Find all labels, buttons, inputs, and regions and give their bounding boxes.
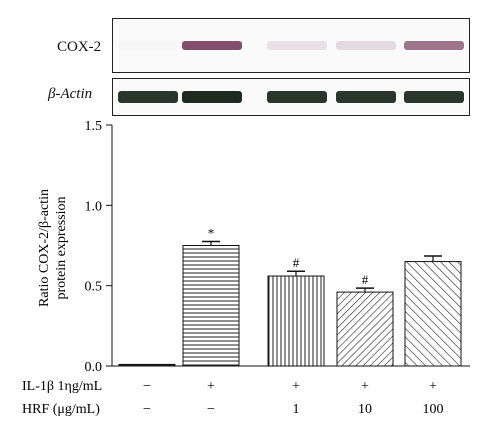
blot-band xyxy=(404,41,464,50)
condition-value: 10 xyxy=(358,402,372,417)
significance-mark: # xyxy=(362,272,369,287)
blot-band xyxy=(336,41,396,50)
condition-value: 100 xyxy=(423,402,444,417)
y-tick-label: 0.0 xyxy=(85,360,103,375)
y-ticks: 0.0 0.5 1.0 1.5 xyxy=(85,119,112,375)
bar xyxy=(336,291,394,367)
condition-value: + xyxy=(429,379,437,394)
bar xyxy=(267,275,325,367)
condition-value: 1 xyxy=(293,402,300,417)
condition-value: − xyxy=(143,379,151,394)
cox2-blot-panel xyxy=(112,18,470,73)
actin-blot-panel xyxy=(112,78,470,116)
blot-band xyxy=(118,91,178,103)
significance-mark: * xyxy=(208,225,215,240)
y-axis-label-line1: Ratio COX-2/β-actin xyxy=(37,189,52,307)
bars-group: * # # xyxy=(118,225,462,367)
bar xyxy=(182,245,240,367)
blot-band xyxy=(336,91,396,103)
significance-mark: # xyxy=(293,255,300,270)
blot-band xyxy=(182,91,242,103)
condition-value: + xyxy=(361,379,369,394)
blot-band xyxy=(182,41,242,50)
condition-value: − xyxy=(207,402,215,417)
blot-band xyxy=(267,41,327,50)
condition-value: + xyxy=(207,379,215,394)
y-axis-label-line2: protein expression xyxy=(54,196,69,299)
condition-table: IL-1β 1ηg/mL − + + + + HRF (μg/mL) − − 1 10 100 xyxy=(22,379,444,417)
y-tick-label: 0.5 xyxy=(85,280,103,295)
blot-band xyxy=(267,91,327,103)
condition-value: + xyxy=(292,379,300,394)
cox2-blot-label: COX-2 xyxy=(57,39,102,55)
actin-blot-label: β-Actin xyxy=(48,86,93,102)
blot-band xyxy=(404,91,464,103)
y-tick-label: 1.0 xyxy=(85,199,103,214)
condition-row-label: IL-1β 1ηg/mL xyxy=(22,379,102,394)
blot-band xyxy=(118,41,178,50)
bar xyxy=(118,363,176,367)
y-tick-label: 1.5 xyxy=(85,119,103,134)
bar xyxy=(404,261,462,367)
condition-row-label: HRF (μg/mL) xyxy=(22,402,100,417)
condition-value: − xyxy=(143,402,151,417)
